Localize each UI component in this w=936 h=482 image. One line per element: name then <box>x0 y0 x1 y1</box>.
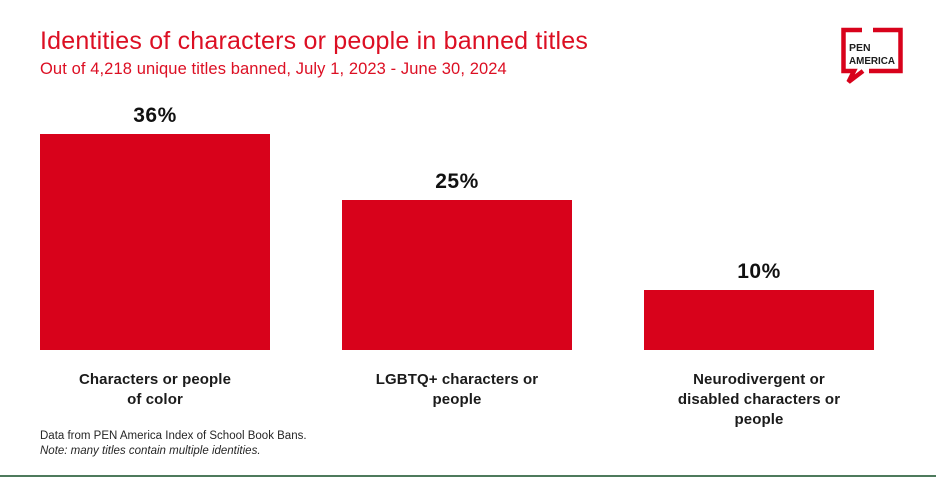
speech-bubble-brackets-icon: PEN AMERICA <box>841 27 903 84</box>
bar-group: 25% <box>342 170 572 350</box>
bar-category-label: Characters or people of color <box>78 371 232 408</box>
data-source-text: Data from PEN America Index of School Bo… <box>40 430 307 442</box>
chart-title: Identities of characters or people in ba… <box>40 27 589 55</box>
category-labels-row: Characters or people of color LGBTQ+ cha… <box>40 370 874 430</box>
logo-text-line2: AMERICA <box>849 55 895 67</box>
footer: Data from PEN America Index of School Bo… <box>40 429 307 459</box>
bar <box>644 290 874 350</box>
bottom-divider-rule <box>0 475 936 477</box>
pen-america-logo: PEN AMERICA <box>840 27 904 85</box>
bar-value-label: 25% <box>435 170 479 193</box>
bar-group: 10% <box>644 260 874 350</box>
bar-group: 36% <box>40 104 270 350</box>
bar <box>40 134 270 350</box>
bar-category-label: LGBTQ+ characters or people <box>375 371 539 408</box>
bar-chart: 36% 25% 10% <box>40 98 874 350</box>
bar-category-label: Neurodivergent or disabled characters or… <box>677 371 841 428</box>
bar-value-label: 36% <box>133 104 177 127</box>
bar-value-label: 10% <box>737 260 781 283</box>
bar <box>342 200 572 350</box>
footnote-text: Note: many titles contain multiple ident… <box>40 444 261 457</box>
chart-subtitle: Out of 4,218 unique titles banned, July … <box>40 60 507 78</box>
logo-text-line1: PEN <box>849 42 871 54</box>
